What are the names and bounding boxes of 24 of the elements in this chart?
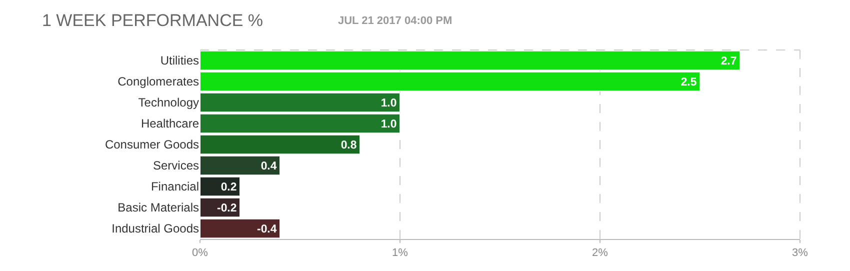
data-label: -0.2 (217, 202, 237, 214)
y-tick-label: Consumer Goods (104, 138, 199, 152)
data-label: 0.2 (220, 181, 237, 194)
x-tick-label: 3% (792, 247, 808, 260)
data-label: -0.4 (257, 223, 278, 236)
data-label: 1.0 (380, 118, 397, 130)
x-tick-label: 2% (592, 247, 608, 260)
y-tick-label: Technology (138, 96, 199, 110)
y-tick-label: Services (152, 158, 199, 173)
y-tick-label: Basic Materials (118, 200, 199, 215)
data-label: 2.7 (720, 55, 737, 68)
data-label: 0.4 (260, 160, 278, 172)
y-tick-label: Utilities (160, 54, 199, 68)
chart-title: 1 WEEK PERFORMANCE % (42, 10, 264, 30)
y-tick-label: Conglomerates (118, 74, 199, 89)
y-tick-label: Healthcare (140, 116, 200, 131)
data-label: 1.0 (380, 97, 397, 110)
x-tick-label: 1% (392, 247, 408, 260)
y-tick-label: Industrial Goods (112, 222, 199, 236)
x-tick-label: 0% (192, 247, 208, 260)
chart-subtitle: JUL 21 2017 04:00 PM (338, 15, 452, 27)
y-tick-label: Financial (150, 180, 199, 194)
data-label: 0.8 (340, 139, 357, 152)
data-label: 2.5 (680, 76, 698, 88)
